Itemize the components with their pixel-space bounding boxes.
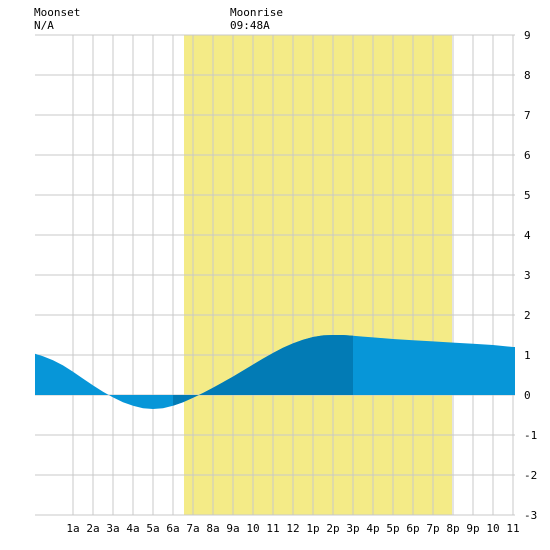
moonset-value: N/A	[34, 19, 54, 32]
x-tick-label: 4p	[366, 522, 379, 535]
moonrise-value: 09:48A	[230, 19, 270, 32]
moonset-label: Moonset	[34, 6, 81, 19]
x-tick-label: 8p	[446, 522, 459, 535]
x-tick-label: 2p	[326, 522, 339, 535]
x-tick-label: 7a	[186, 522, 199, 535]
x-tick-label: 2a	[86, 522, 99, 535]
x-tick-label: 7p	[426, 522, 439, 535]
y-tick-label: -1	[524, 429, 537, 442]
x-tick-label: 4a	[126, 522, 139, 535]
x-tick-label: 5a	[146, 522, 159, 535]
y-tick-label: -3	[524, 509, 537, 522]
x-tick-label: 5p	[386, 522, 399, 535]
y-tick-label: 2	[524, 309, 531, 322]
y-tick-label: 6	[524, 149, 531, 162]
y-tick-label: 3	[524, 269, 531, 282]
y-tick-label: 7	[524, 109, 531, 122]
y-tick-label: 5	[524, 189, 531, 202]
x-tick-label: 9a	[226, 522, 239, 535]
x-tick-label: 3a	[106, 522, 119, 535]
tide-area-highlight	[173, 335, 353, 406]
y-tick-label: 8	[524, 69, 531, 82]
y-tick-label: 1	[524, 349, 531, 362]
x-tick-label: 6p	[406, 522, 419, 535]
x-tick-label: 3p	[346, 522, 359, 535]
x-tick-label: 11	[266, 522, 279, 535]
x-tick-label: 1p	[306, 522, 319, 535]
x-tick-label: 1a	[66, 522, 79, 535]
x-tick-label: 8a	[206, 522, 219, 535]
x-tick-label: 9p	[466, 522, 479, 535]
x-tick-label: 11	[506, 522, 519, 535]
x-tick-label: 10	[486, 522, 499, 535]
y-tick-label: -2	[524, 469, 537, 482]
x-tick-label: 10	[246, 522, 259, 535]
moonrise-label: Moonrise	[230, 6, 283, 19]
y-tick-label: 0	[524, 389, 531, 402]
x-tick-label: 6a	[166, 522, 179, 535]
y-tick-label: 9	[524, 29, 531, 42]
y-tick-label: 4	[524, 229, 531, 242]
x-tick-label: 12	[286, 522, 299, 535]
